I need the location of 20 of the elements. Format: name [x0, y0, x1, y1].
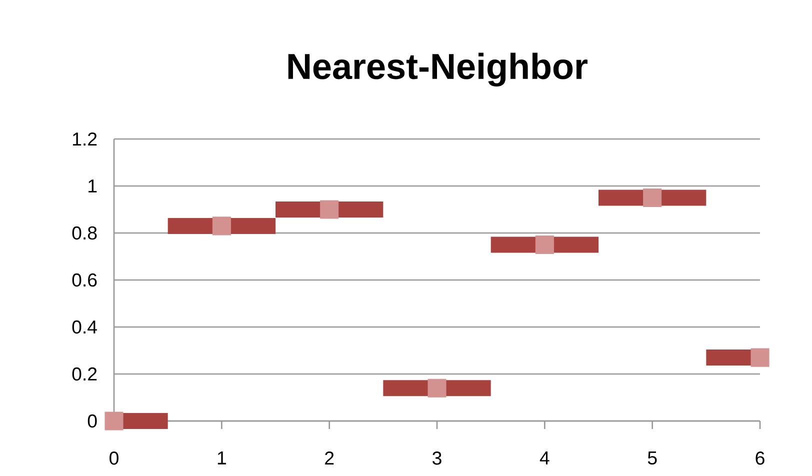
point [535, 235, 554, 254]
y-tick-label: 1 [88, 180, 97, 192]
x-tick-label: 0 [110, 451, 118, 465]
point [428, 378, 446, 398]
x-tick-label: 4 [540, 451, 550, 464]
point [320, 200, 339, 219]
x-tick-label: 3 [432, 451, 442, 465]
y-tick-label: 0.2 [72, 367, 97, 381]
x-tick-label: 2 [325, 451, 334, 465]
y-tick-label: 1.2 [72, 132, 97, 146]
chart-title: Nearest-Neighbor [288, 52, 588, 87]
y-tick-label: 0.8 [72, 226, 97, 240]
x-tick-label: 6 [756, 451, 764, 465]
point [212, 216, 231, 236]
x-tick-label: 1 [218, 451, 226, 464]
point [643, 188, 662, 208]
x-tick-label: 5 [648, 451, 657, 465]
y-tick-label: 0.6 [72, 273, 97, 287]
y-tick-label: 0.4 [72, 320, 97, 334]
y-tick-label: 0 [88, 414, 97, 428]
